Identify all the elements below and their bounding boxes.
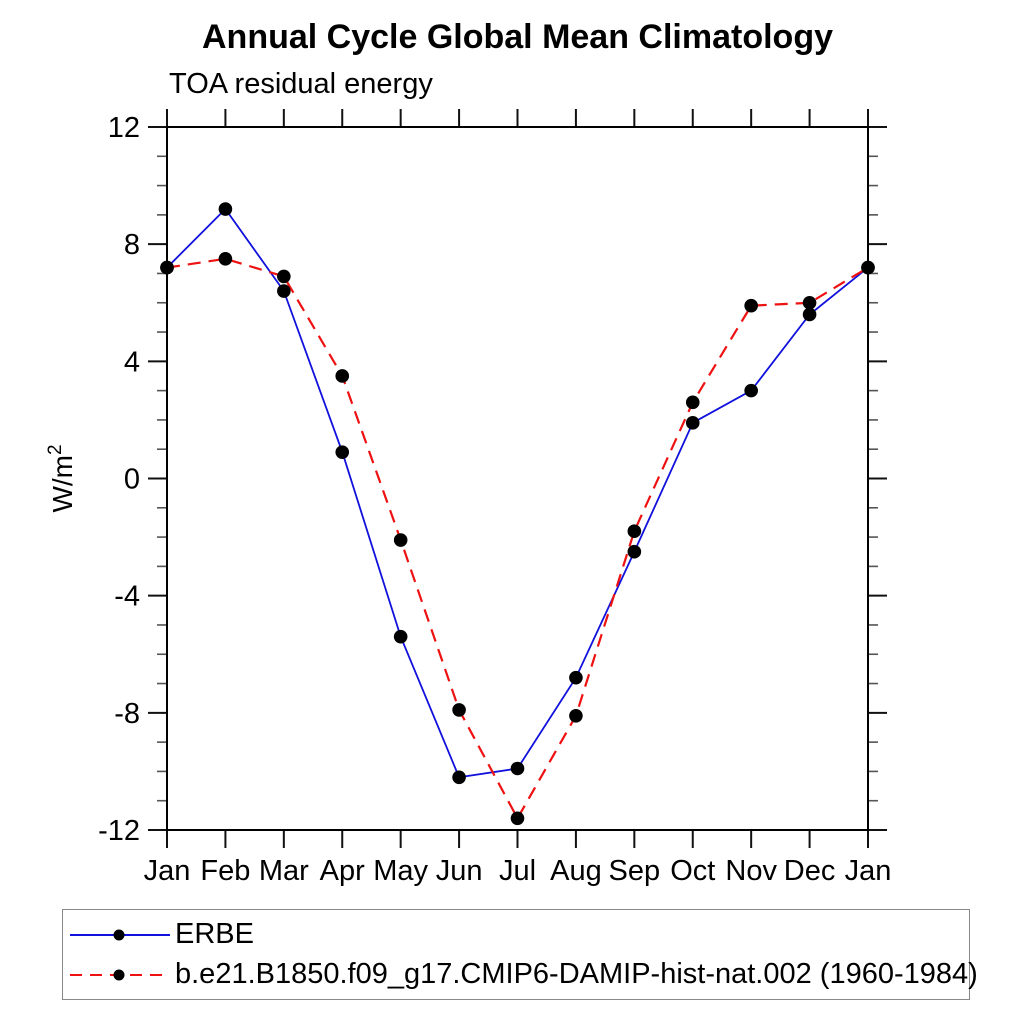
y-tick-label: 4 [124, 346, 140, 378]
legend-item-model: b.e21.B1850.f09_g17.CMIP6-DAMIP-hist-nat… [63, 956, 978, 994]
x-tick-label: Jul [499, 855, 536, 887]
erbe-marker-icon [113, 929, 125, 940]
data-point [802, 307, 817, 322]
chart-subtitle: TOA residual energy [169, 68, 433, 100]
legend-label-model: b.e21.B1850.f09_g17.CMIP6-DAMIP-hist-nat… [175, 958, 978, 990]
data-point [685, 395, 700, 410]
model-marker-icon [113, 969, 125, 980]
model-line-swatch [70, 969, 170, 980]
legend-box: ERBE b.e21.B1850.f09_g17.CMIP6-DAMIP-his… [62, 909, 978, 1000]
data-point [452, 703, 466, 717]
x-tick-label: Sep [609, 855, 661, 887]
data-point [218, 202, 233, 216]
data-point [510, 811, 525, 826]
legend-item-erbe: ERBE [63, 916, 969, 954]
data-point [627, 524, 642, 539]
y-tick-label: 0 [124, 464, 140, 496]
data-point [510, 761, 525, 776]
y-tick-label: 12 [108, 112, 140, 144]
data-point [452, 770, 466, 785]
chart-title: Annual Cycle Global Mean Climatology [202, 18, 833, 56]
x-tick-label: Jun [436, 855, 483, 887]
x-tick-label: Nov [725, 855, 777, 887]
data-point [393, 533, 408, 547]
data-point [335, 369, 350, 383]
x-tick-label: Jan [845, 855, 892, 887]
data-point [744, 298, 758, 313]
data-point [861, 260, 875, 275]
y-tick-label: -4 [114, 581, 140, 613]
x-tick-label: Oct [670, 855, 715, 887]
x-tick-label: Feb [200, 855, 250, 887]
data-point [744, 383, 758, 398]
y-tick-label: 8 [124, 229, 140, 261]
data-point [218, 252, 233, 266]
series-line-erbe [166, 207, 869, 779]
data-point [160, 260, 174, 275]
x-tick-label: Apr [320, 855, 365, 887]
x-tick-label: Mar [259, 855, 309, 887]
plot-frame [166, 126, 869, 831]
x-tick-label: Dec [784, 855, 836, 887]
data-point [685, 416, 700, 430]
data-point [277, 269, 291, 284]
data-point [802, 295, 817, 310]
x-tick-label: Aug [550, 855, 602, 887]
data-point [393, 629, 408, 644]
data-point [335, 445, 350, 459]
data-point [277, 284, 291, 298]
data-point [569, 670, 583, 685]
y-axis-label: W/m2 [45, 444, 78, 512]
y-tick-label: -8 [114, 698, 140, 730]
x-tick-label: May [373, 855, 428, 887]
erbe-line-swatch [70, 929, 170, 940]
data-point [627, 544, 642, 559]
series-line-model [166, 257, 869, 821]
y-tick-label: -12 [98, 815, 140, 847]
data-point [569, 708, 583, 723]
legend-label-erbe: ERBE [175, 918, 254, 950]
x-tick-label: Jan [144, 855, 191, 887]
